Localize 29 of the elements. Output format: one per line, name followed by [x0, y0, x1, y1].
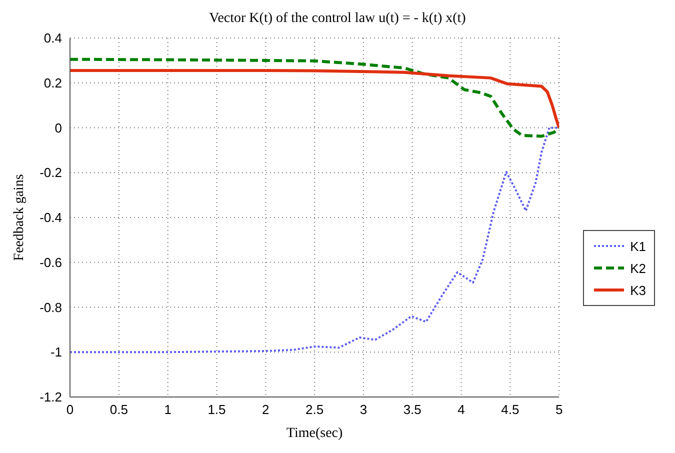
x-tick-label: 2 — [262, 402, 270, 418]
y-tick-label: -1 — [50, 344, 62, 360]
x-tick-label: 0 — [66, 402, 74, 418]
legend-label: K2 — [630, 260, 646, 276]
y-tick-label: 0.2 — [44, 75, 62, 90]
x-tick-label: 3 — [360, 402, 368, 418]
x-tick-label: 0.5 — [110, 402, 128, 418]
x-tick-label: 4.5 — [501, 402, 520, 418]
y-axis-title: Feedback gains — [12, 174, 27, 261]
x-tick-label: 4 — [458, 402, 465, 418]
x-tick-label: 1.5 — [208, 402, 226, 418]
line-series — [70, 126, 560, 354]
line-series — [70, 69, 560, 130]
y-tick-label: 0 — [54, 120, 62, 136]
y-tick-label: 0.4 — [44, 30, 62, 46]
x-tick-label: 2.5 — [306, 402, 324, 418]
y-tick-label: -0.8 — [40, 300, 62, 315]
y-tick-label: -0.6 — [40, 254, 62, 270]
y-tick-label: -0.4 — [40, 210, 62, 226]
x-tick-label: 1 — [164, 402, 172, 418]
y-tick-label: -0.2 — [40, 165, 62, 180]
line-series — [70, 58, 560, 138]
chart-title: Vector K(t) of the control law u(t) = - k(t) x(t) — [208, 10, 467, 28]
legend-label: K3 — [630, 282, 646, 298]
x-tick-label: 5 — [555, 402, 563, 418]
legend-label: K1 — [630, 238, 646, 254]
x-axis-title: Time(sec) — [286, 426, 344, 441]
y-tick-label: -1.2 — [40, 390, 62, 405]
x-tick-label: 3.5 — [403, 402, 422, 418]
